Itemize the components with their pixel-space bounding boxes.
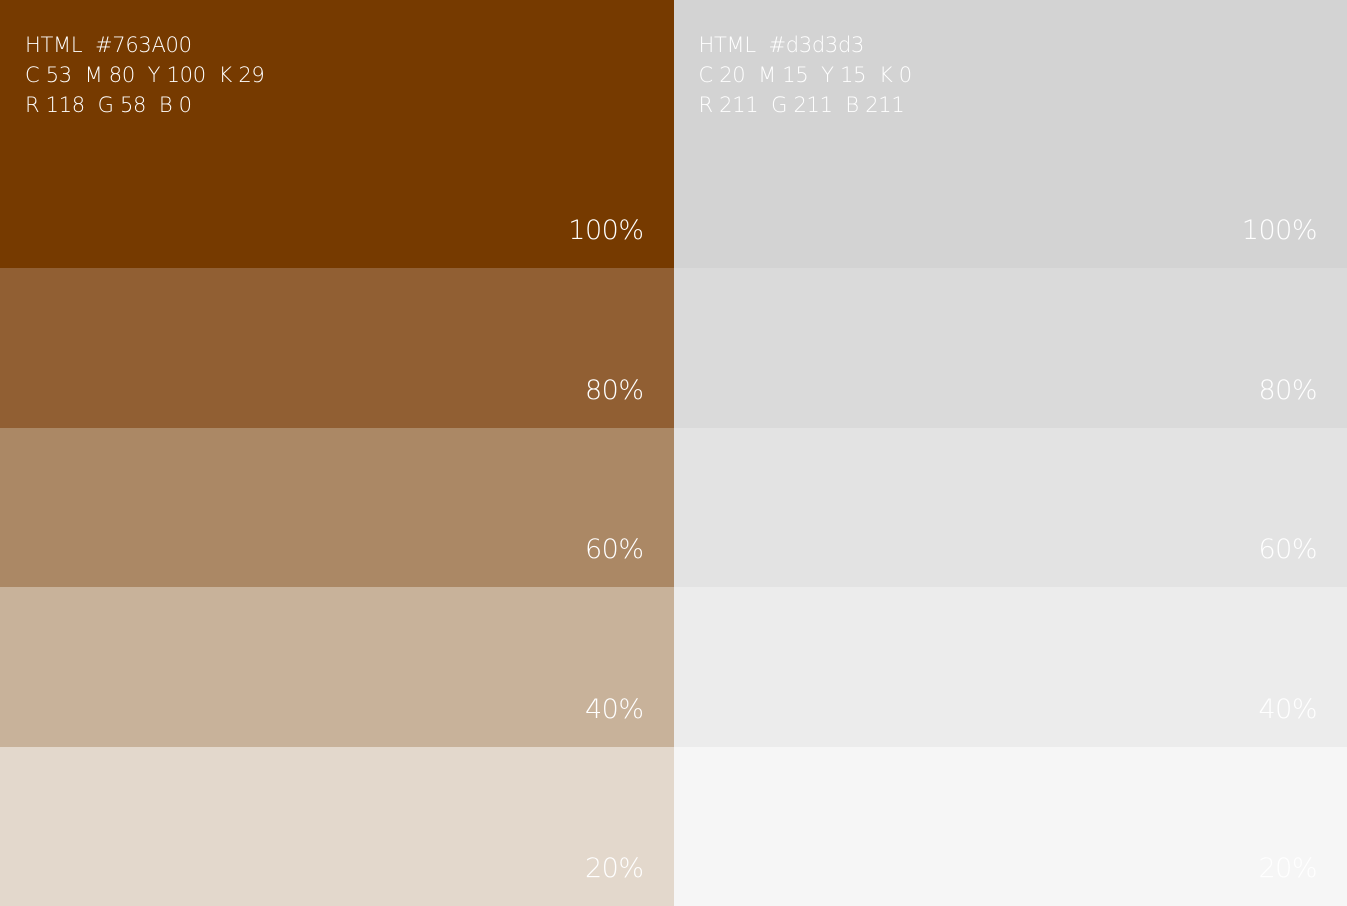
- swatch-grey-60: 60%: [673, 427, 1347, 587]
- cmyk-code-label: C 53 M 80 Y 100 K 29: [25, 63, 265, 87]
- percent-label: 100%: [1241, 215, 1318, 246]
- color-codes-brown: HTML #763A00 C 53 M 80 Y 100 K 29 R 118 …: [25, 30, 265, 120]
- html-code-label: HTML #763A00: [25, 33, 192, 57]
- swatch-grey-20: 20%: [673, 746, 1347, 906]
- percent-label: 40%: [584, 693, 644, 725]
- percent-label: 60%: [584, 534, 644, 565]
- palette-column-grey: HTML #d3d3d3 C 20 M 15 Y 15 K 0 R 211 G …: [673, 0, 1347, 906]
- swatch-brown-80: 80%: [0, 268, 674, 428]
- html-code-label: HTML #d3d3d3: [698, 33, 865, 57]
- swatch-grey-80: 80%: [673, 268, 1347, 428]
- percent-label: 80%: [584, 374, 644, 406]
- rgb-code-label: R 211 G 211 B 211: [698, 93, 905, 117]
- cmyk-code-label: C 20 M 15 Y 15 K 0: [698, 63, 913, 87]
- percent-label: 100%: [568, 215, 644, 246]
- swatch-brown-100: HTML #763A00 C 53 M 80 Y 100 K 29 R 118 …: [0, 0, 674, 268]
- swatch-brown-20: 20%: [0, 746, 674, 906]
- swatch-grey-40: 40%: [673, 587, 1347, 747]
- percent-label: 20%: [1258, 853, 1317, 884]
- percent-label: 60%: [1258, 534, 1317, 565]
- palette-column-brown: HTML #763A00 C 53 M 80 Y 100 K 29 R 118 …: [0, 0, 674, 906]
- swatch-grey-100: HTML #d3d3d3 C 20 M 15 Y 15 K 0 R 211 G …: [673, 0, 1347, 268]
- rgb-code-label: R 118 G 58 B 0: [25, 93, 192, 117]
- swatch-brown-40: 40%: [0, 587, 674, 747]
- swatch-brown-60: 60%: [0, 427, 674, 587]
- percent-label: 80%: [1258, 374, 1317, 406]
- color-codes-grey: HTML #d3d3d3 C 20 M 15 Y 15 K 0 R 211 G …: [698, 30, 913, 120]
- percent-label: 20%: [584, 853, 644, 884]
- percent-label: 40%: [1258, 693, 1317, 725]
